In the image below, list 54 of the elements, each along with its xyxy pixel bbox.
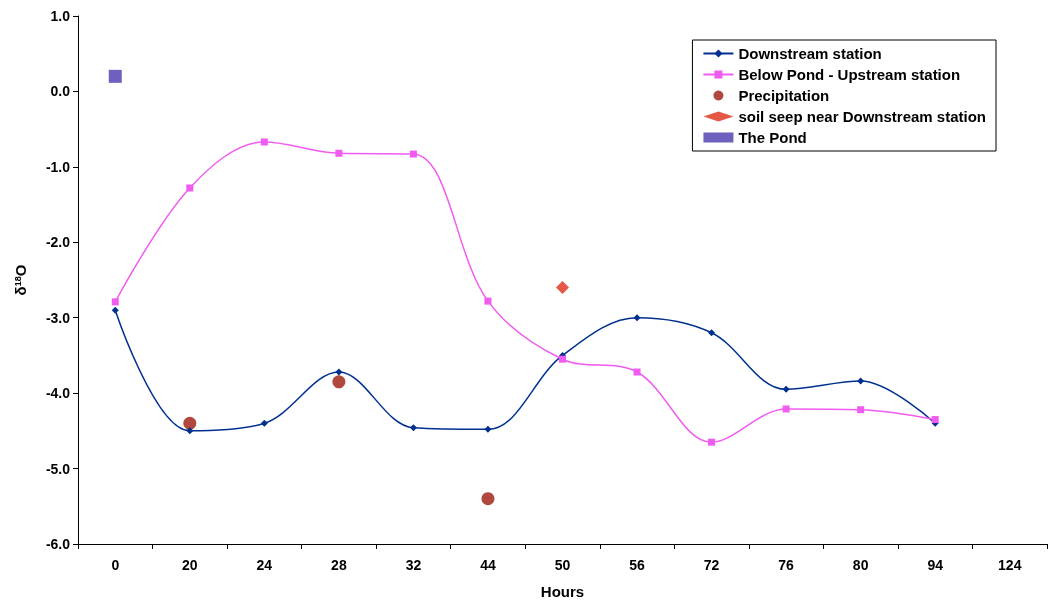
point bbox=[559, 355, 566, 363]
point bbox=[708, 329, 716, 337]
y-tick-label: -6.0 bbox=[45, 536, 71, 552]
x-tick-label: 94 bbox=[927, 557, 944, 573]
point bbox=[108, 69, 122, 83]
point bbox=[111, 306, 119, 314]
legend-label: Precipitation bbox=[738, 87, 830, 104]
x-tick-label: 124 bbox=[998, 557, 1022, 573]
point bbox=[183, 416, 197, 430]
y-tick-label: 1.0 bbox=[50, 8, 71, 24]
x-tick-label: 20 bbox=[182, 557, 198, 573]
legend-label: The Pond bbox=[738, 129, 807, 146]
point bbox=[782, 385, 790, 393]
x-tick-label: 50 bbox=[554, 557, 571, 573]
y-tick-label: 0.0 bbox=[50, 83, 71, 100]
legend-label: soil seep near Downstream station bbox=[738, 108, 986, 125]
y-tick-label: -5.0 bbox=[45, 460, 71, 477]
legend-label: Below Pond - Upstream station bbox=[738, 66, 961, 83]
y-axis-title: δ18O bbox=[12, 264, 29, 296]
point bbox=[335, 149, 343, 157]
x-tick-label: 28 bbox=[331, 557, 347, 573]
point bbox=[857, 406, 865, 414]
point bbox=[335, 368, 343, 376]
y-tick-label: -2.0 bbox=[45, 234, 71, 251]
x-tick-label: 0 bbox=[111, 557, 120, 573]
x-tick-label: 44 bbox=[480, 557, 496, 573]
point bbox=[409, 424, 417, 432]
point bbox=[633, 368, 641, 376]
point bbox=[857, 377, 865, 385]
y-tick-label: -1.0 bbox=[45, 158, 71, 175]
y-tick-label: -4.0 bbox=[45, 385, 71, 402]
point bbox=[332, 375, 346, 389]
x-tick-label: 76 bbox=[778, 557, 795, 573]
point bbox=[111, 298, 119, 306]
x-tick-label: 56 bbox=[629, 557, 646, 573]
point bbox=[409, 150, 417, 158]
x-axis-title: Hours bbox=[540, 583, 585, 600]
x-tick-label: 72 bbox=[703, 557, 720, 573]
point bbox=[260, 138, 268, 146]
point bbox=[633, 314, 641, 322]
point bbox=[782, 405, 790, 413]
point bbox=[186, 427, 194, 435]
point bbox=[484, 297, 492, 305]
point bbox=[481, 492, 495, 506]
point bbox=[556, 281, 569, 295]
point bbox=[260, 419, 268, 427]
legend-label: Downstream station bbox=[738, 45, 882, 62]
point bbox=[186, 184, 194, 192]
point bbox=[708, 438, 716, 446]
y-tick-label: -3.0 bbox=[45, 309, 71, 326]
x-tick-label: 24 bbox=[256, 557, 273, 573]
x-tick-label: 32 bbox=[405, 557, 422, 573]
point bbox=[484, 425, 492, 433]
x-tick-label: 80 bbox=[852, 557, 869, 573]
